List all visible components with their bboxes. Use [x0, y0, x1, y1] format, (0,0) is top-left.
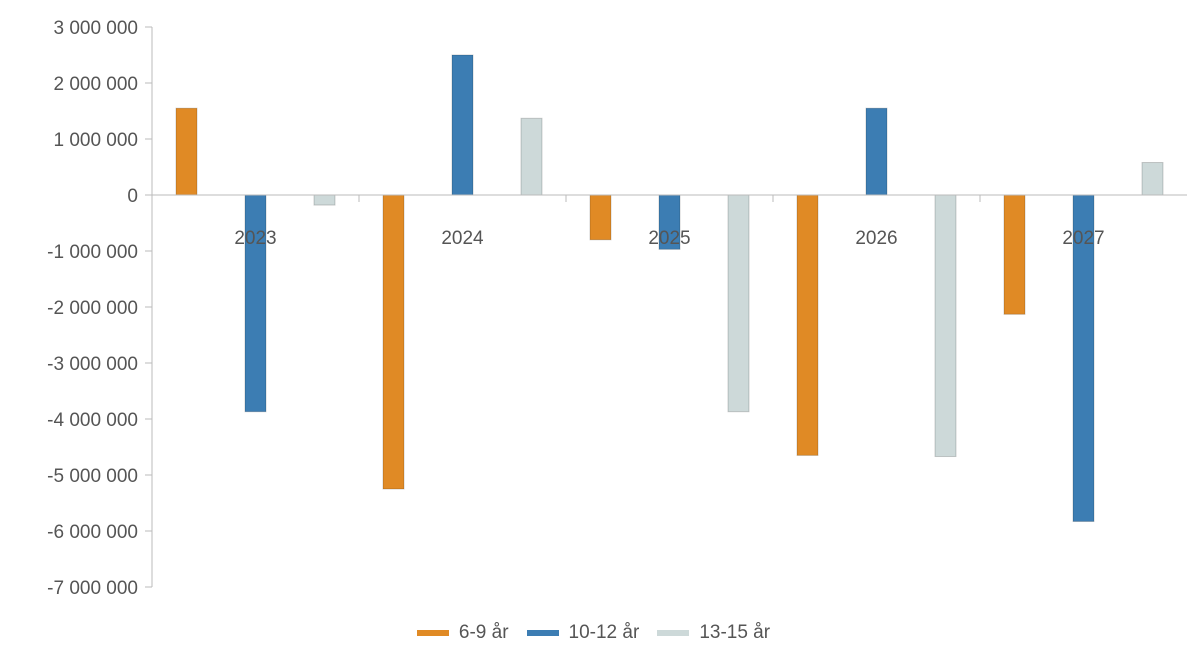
y-tick-label: 0 [127, 186, 138, 207]
x-category-label: 2026 [855, 228, 897, 249]
x-category-label: 2023 [234, 228, 276, 249]
bars [175, 54, 1164, 522]
bar [727, 194, 750, 413]
y-tick-label: 2 000 000 [53, 74, 138, 95]
bar [175, 107, 198, 196]
y-axis: 3 000 000 2 000 000 1 000 000 0 -1 000 000 -2… [47, 18, 153, 599]
bar-chart: 3 000 000 2 000 000 1 000 000 0 -1 000 000 -2… [47, 18, 1187, 599]
x-category-label: 2027 [1062, 228, 1104, 249]
bar [934, 194, 957, 458]
legend-swatch [657, 630, 690, 636]
y-tick-label: -5 000 000 [47, 466, 138, 487]
y-tick-label: -6 000 000 [47, 522, 138, 543]
bar [1141, 162, 1164, 196]
zero-line-layer [152, 194, 1187, 202]
bar [865, 107, 888, 196]
x-category-label: 2024 [441, 228, 484, 249]
bar [313, 194, 336, 206]
bar [1003, 194, 1026, 315]
y-tick-label: -3 000 000 [47, 354, 138, 375]
legend-swatch [526, 630, 559, 636]
legend-swatch [416, 630, 449, 636]
bar [382, 194, 405, 490]
y-tick-label: 1 000 000 [53, 130, 138, 151]
legend-label: 6-9 år [458, 622, 509, 643]
legend-item: 6-9 år [416, 622, 509, 644]
y-tick-label: 3 000 000 [53, 18, 138, 39]
bar [796, 194, 819, 456]
y-tick-label: -4 000 000 [47, 410, 138, 431]
bar [589, 194, 612, 241]
y-tick-label: -2 000 000 [47, 298, 138, 319]
y-tick-label: -7 000 000 [47, 578, 138, 599]
legend-label: 10-12 år [568, 622, 640, 643]
legend: 6-9 år 10-12 år 13-15 år [0, 618, 1187, 648]
x-category-label: 2025 [648, 228, 690, 249]
legend-label: 13-15 år [699, 622, 771, 643]
y-tick-label: -1 000 000 [47, 242, 138, 263]
bar [451, 54, 474, 196]
legend-item: 10-12 år [526, 622, 640, 644]
legend-item: 13-15 år [657, 622, 770, 644]
x-axis-labels: 2023 2024 2025 2026 2027 [234, 228, 1104, 249]
bar [520, 117, 543, 196]
